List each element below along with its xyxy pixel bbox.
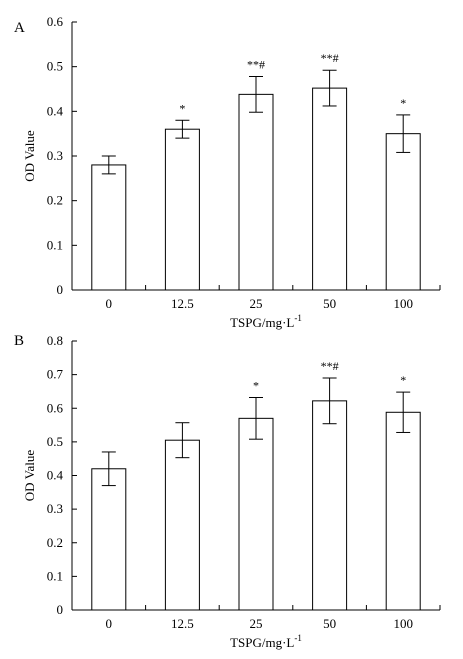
bar xyxy=(164,128,200,291)
x-tick-label: 0 xyxy=(106,296,113,311)
y-tick-label: 0.2 xyxy=(47,193,63,208)
y-tick-label: 0 xyxy=(57,282,64,297)
bar xyxy=(164,439,200,611)
x-tick-label: 0 xyxy=(106,616,113,631)
x-tick-label: 12.5 xyxy=(171,616,194,631)
bar xyxy=(312,87,348,291)
y-tick-label: 0.5 xyxy=(47,59,63,74)
x-axis-label: TSPG/mg·L-1 xyxy=(230,313,302,330)
y-tick-label: 0.7 xyxy=(47,367,64,382)
chart-panel-b: B 0 0.1 0.2 0.3 0.4 0.5 0.6 0.7 0.8 0 12.5 * 25 **# 50 *… xyxy=(14,333,441,650)
x-tick-label: 50 xyxy=(323,296,336,311)
y-tick-label: 0.6 xyxy=(47,14,64,29)
panel-letter: B xyxy=(14,333,24,349)
y-tick-label: 0.4 xyxy=(47,468,64,483)
significance-label: **# xyxy=(321,359,339,373)
x-tick-label: 100 xyxy=(393,296,413,311)
x-tick-label: 12.5 xyxy=(171,296,194,311)
y-tick-label: 0 xyxy=(57,602,64,617)
y-tick-label: 0.8 xyxy=(47,333,63,348)
x-tick-label: 25 xyxy=(250,616,263,631)
bar xyxy=(385,133,421,291)
x-axis-label-superscript: -1 xyxy=(294,313,302,323)
y-axis-label: OD Value xyxy=(22,450,37,502)
x-axis-label: TSPG/mg·L-1 xyxy=(230,633,302,650)
significance-label: **# xyxy=(247,57,265,71)
x-axis-label-main: TSPG/mg·L xyxy=(230,315,294,330)
y-tick-label: 0.4 xyxy=(47,103,64,118)
x-tick-label: 100 xyxy=(393,616,413,631)
bar xyxy=(91,164,127,291)
y-tick-label: 0.6 xyxy=(47,400,64,415)
bar xyxy=(385,411,421,611)
panel-letter: A xyxy=(14,20,25,36)
x-tick-label: 25 xyxy=(250,296,263,311)
significance-label: * xyxy=(253,378,259,392)
y-tick-label: 0.5 xyxy=(47,434,63,449)
y-tick-label: 0.1 xyxy=(47,568,63,583)
bar xyxy=(91,468,127,611)
chart-panel-a: A 0 0.1 0.2 0.3 0.4 0.5 0.6 0 * 12.5 **# 25 **# 50 * 100… xyxy=(14,14,441,330)
significance-label: * xyxy=(400,373,406,387)
bar xyxy=(238,417,274,611)
significance-label: * xyxy=(400,96,406,110)
y-axis-label: OD Value xyxy=(22,130,37,182)
significance-label: **# xyxy=(321,51,339,65)
y-tick-label: 0.3 xyxy=(47,148,63,163)
y-tick-label: 0.1 xyxy=(47,237,63,252)
x-axis-label-superscript: -1 xyxy=(294,633,302,643)
y-tick-label: 0.2 xyxy=(47,535,63,550)
bar xyxy=(238,93,274,291)
x-axis-label-main: TSPG/mg·L xyxy=(230,635,294,650)
y-tick-label: 0.3 xyxy=(47,501,63,516)
x-tick-label: 50 xyxy=(323,616,336,631)
significance-label: * xyxy=(179,101,185,115)
bar xyxy=(312,400,348,611)
